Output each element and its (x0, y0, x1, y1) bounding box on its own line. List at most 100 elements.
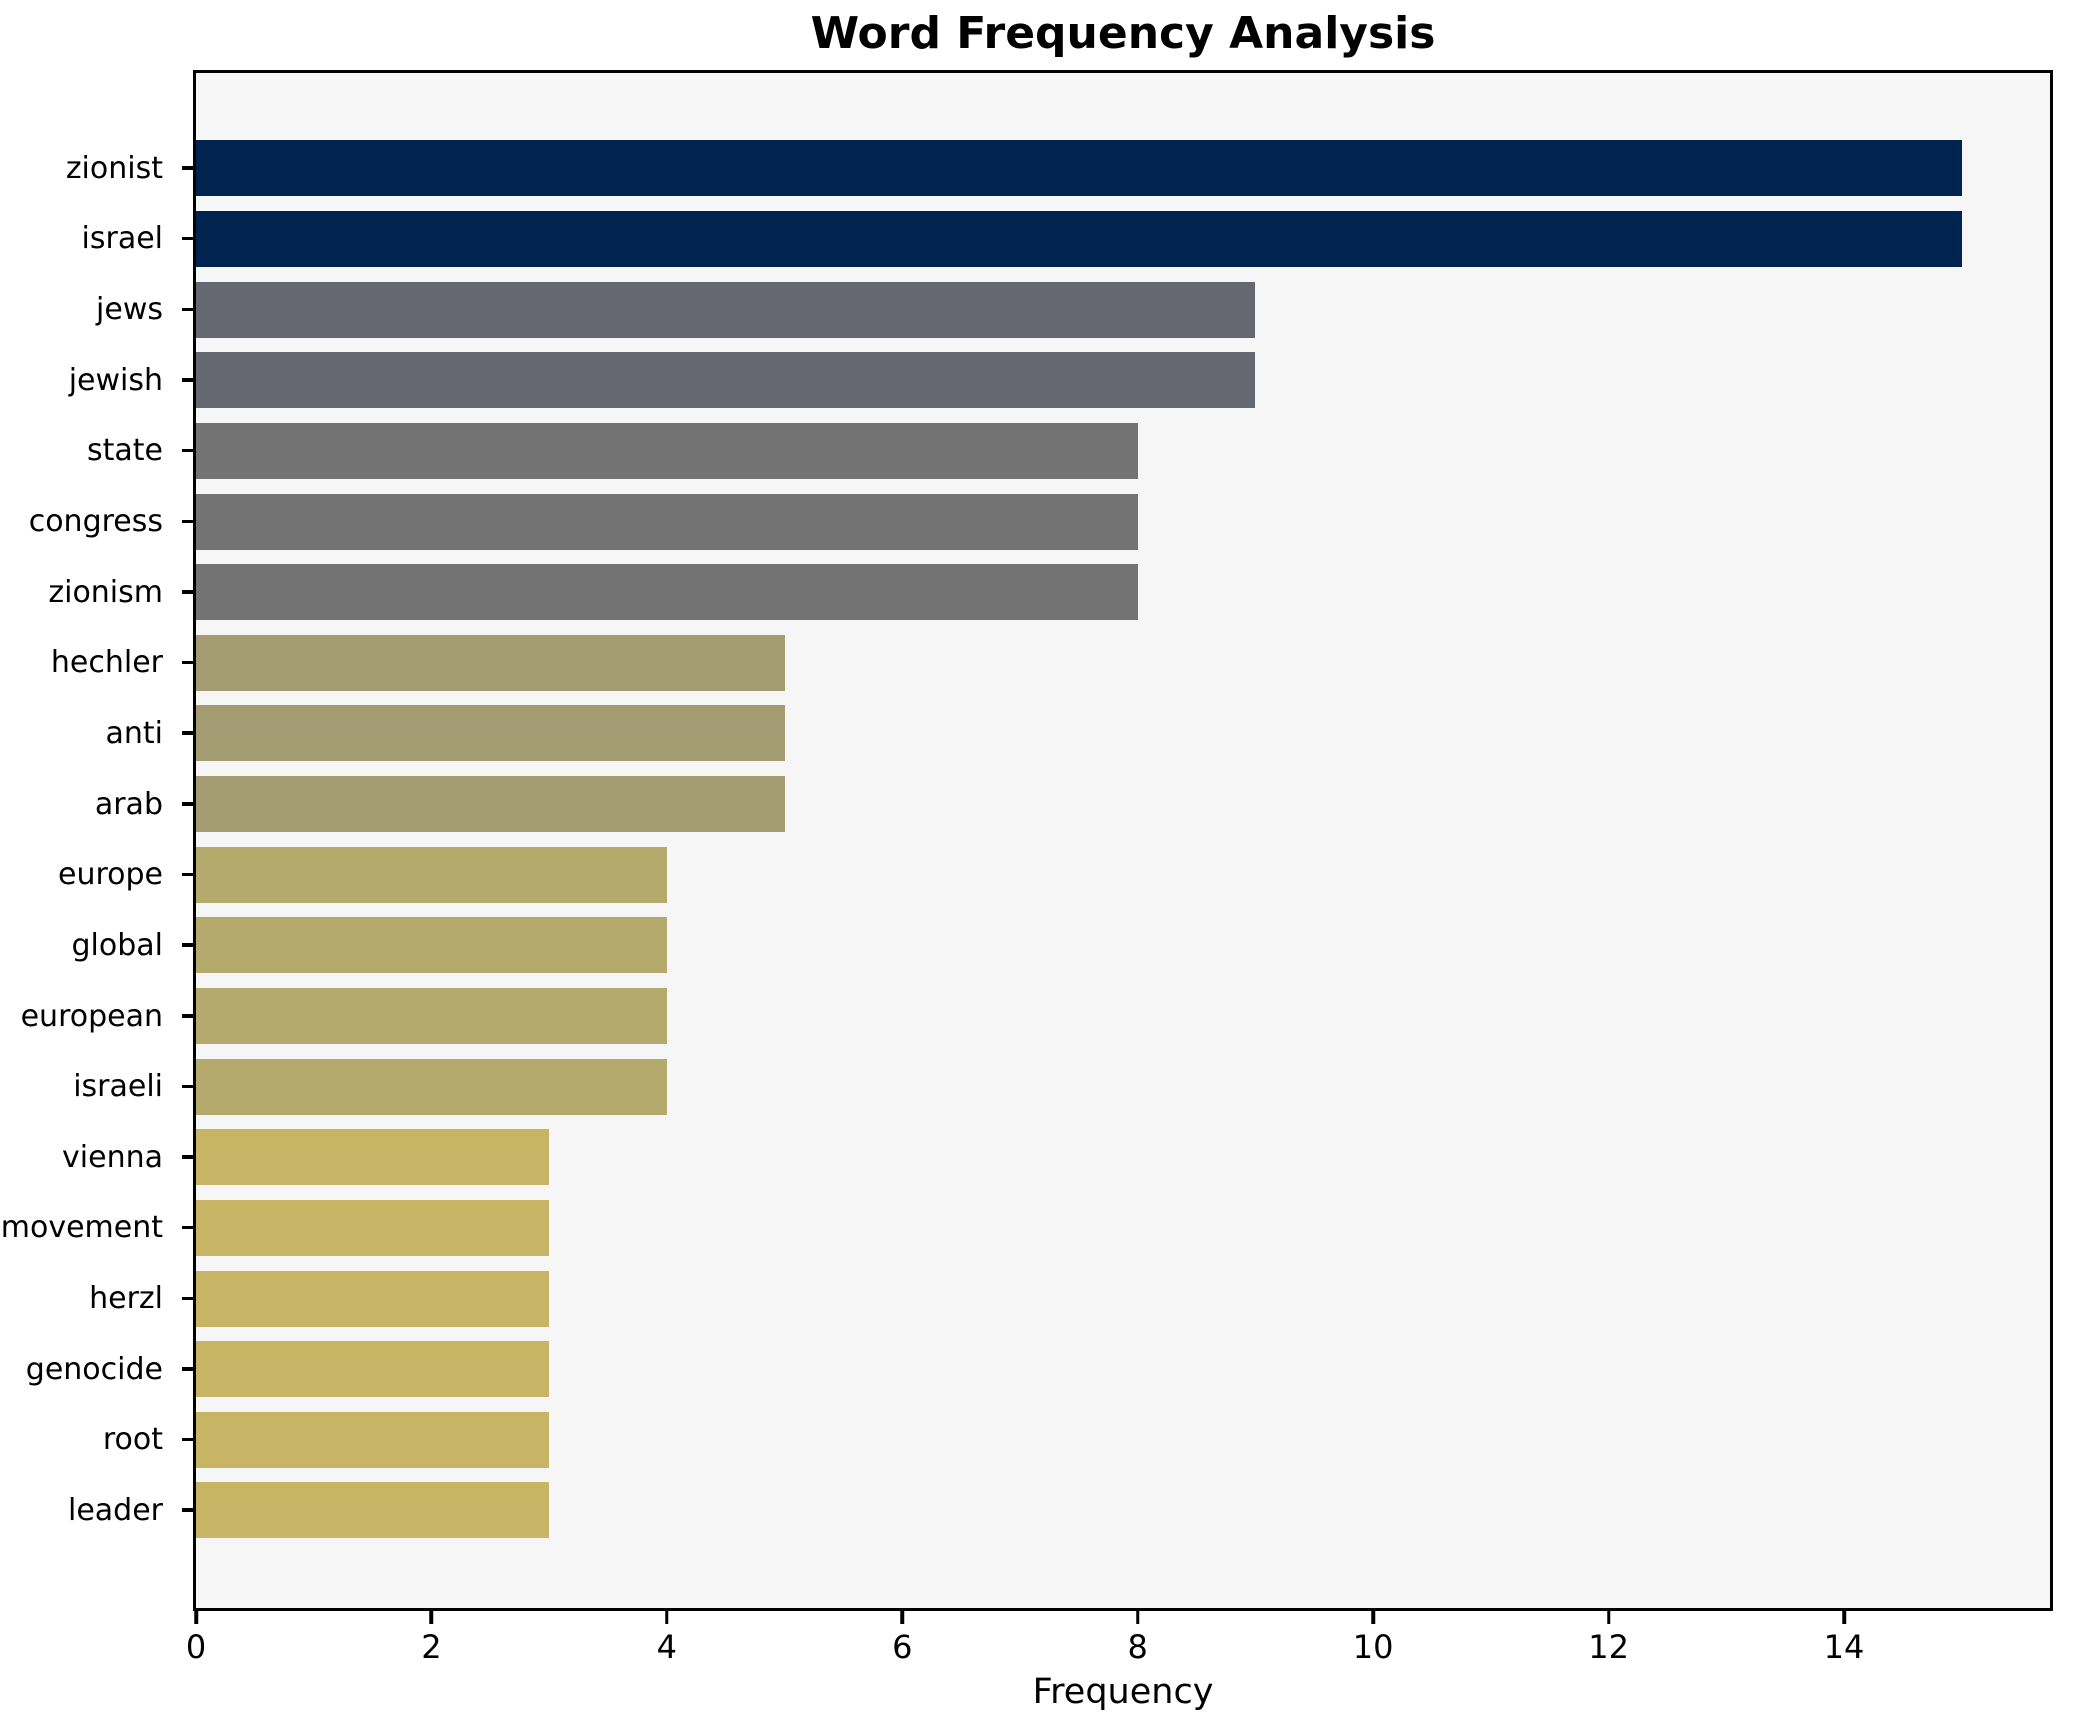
bar-leader (196, 1482, 550, 1539)
y-tick-mark (182, 448, 193, 453)
x-axis-ticks (194, 1611, 2050, 1625)
y-axis-label: european (20, 998, 163, 1034)
x-tick-mark (1135, 1611, 1140, 1624)
bar-hechler (196, 634, 785, 691)
x-tick-mark (1842, 1611, 1846, 1624)
y-tick-mark (182, 1155, 193, 1159)
bar-row (196, 133, 2050, 204)
y-axis-label-row: state (0, 416, 193, 487)
bar-row (196, 486, 2050, 557)
y-axis-label-row: jews (0, 274, 193, 345)
y-axis-label: hechler (50, 645, 163, 681)
y-axis-label: global (71, 927, 164, 963)
y-axis-label-row: congress (0, 486, 193, 557)
y-tick-mark (182, 660, 193, 665)
x-tick-label: 14 (1823, 1628, 1865, 1666)
y-axis-label-row: root (0, 1405, 193, 1476)
bar-jewish (196, 352, 1256, 409)
bar-row (196, 1193, 2050, 1264)
y-axis-label: arab (94, 786, 163, 822)
y-axis-label: movement (0, 1210, 163, 1246)
x-axis-title: Frequency (1032, 1672, 1214, 1712)
x-tick-mark (900, 1611, 905, 1624)
y-axis-label: zionism (48, 574, 163, 610)
y-axis-label: state (87, 433, 163, 469)
x-tick-label: 6 (892, 1628, 913, 1666)
bar-congress (196, 493, 1138, 550)
x-tick-label: 12 (1588, 1628, 1629, 1666)
x-tick-mark (665, 1611, 669, 1624)
y-tick-mark (182, 1508, 193, 1512)
bar-movement (196, 1199, 550, 1256)
y-axis-label-row: movement (0, 1193, 193, 1264)
y-tick-mark (182, 1014, 193, 1018)
y-axis-label-row: anti (0, 698, 193, 769)
x-tick-mark (429, 1611, 434, 1624)
bar-row (196, 1051, 2050, 1122)
y-tick-mark (182, 943, 193, 947)
bar-row (196, 1334, 2050, 1405)
y-axis-label-row: hechler (0, 627, 193, 698)
bar-row (196, 274, 2050, 345)
bar-zionist (196, 140, 1962, 197)
y-axis-label-row: zionism (0, 557, 193, 628)
x-tick-label: 8 (1127, 1628, 1148, 1666)
bar-row (196, 910, 2050, 981)
y-axis-label: root (102, 1422, 163, 1458)
bar-row (196, 1475, 2050, 1546)
x-tick-label: 0 (185, 1628, 207, 1666)
bar-row (196, 769, 2050, 840)
bar-genocide (196, 1341, 550, 1398)
y-tick-mark (182, 378, 193, 382)
bar-european (196, 988, 667, 1044)
y-axis-label: zionist (65, 150, 163, 186)
bar-arab (196, 776, 785, 833)
y-axis-label-row: arab (0, 769, 193, 840)
y-tick-mark (182, 1367, 193, 1371)
y-axis-label: vienna (62, 1139, 163, 1175)
y-axis-label-row: israel (0, 204, 193, 275)
bar-row (196, 839, 2050, 910)
bar-row (196, 557, 2050, 628)
y-tick-mark (182, 590, 193, 594)
bar-vienna (196, 1129, 550, 1186)
x-tick-label: 4 (656, 1628, 678, 1666)
y-tick-mark (182, 166, 193, 170)
bar-europe (196, 846, 667, 903)
y-axis-label: leader (67, 1492, 163, 1528)
bar-row (196, 981, 2050, 1052)
x-axis-tick-labels: 0 2 4 6 8 10 12 14 (186, 1628, 2050, 1670)
bar-state (196, 422, 1138, 479)
bar-row (196, 1122, 2050, 1193)
y-tick-mark (182, 1225, 193, 1230)
bar-root (196, 1411, 550, 1468)
bar-israeli (196, 1058, 667, 1115)
x-tick-mark (194, 1611, 198, 1624)
bar-global (196, 917, 667, 974)
y-axis-label: israel (81, 221, 163, 257)
bar-row (196, 416, 2050, 487)
y-axis-label-row: genocide (0, 1334, 193, 1405)
x-tick-label: 2 (421, 1628, 442, 1666)
y-tick-mark (182, 1084, 193, 1089)
bar-row (196, 627, 2050, 698)
bar-jews (196, 281, 1256, 338)
bars-container (196, 73, 2050, 1608)
y-tick-mark (182, 1437, 193, 1442)
y-axis-label-row: jewish (0, 345, 193, 416)
y-tick-mark (182, 519, 193, 524)
y-axis-label: europe (58, 857, 163, 893)
bar-row (196, 698, 2050, 769)
x-tick-mark (1371, 1611, 1375, 1624)
y-tick-mark (182, 731, 193, 735)
x-tick-label: 10 (1352, 1628, 1394, 1666)
y-axis-label-row: herzl (0, 1263, 193, 1334)
y-axis-label: congress (28, 504, 163, 540)
bar-israel (196, 210, 1962, 267)
bar-zionism (196, 564, 1138, 621)
y-tick-mark (182, 1296, 193, 1301)
bar-row (196, 345, 2050, 416)
y-axis-label: herzl (89, 1281, 163, 1317)
y-axis-label-row: zionist (0, 133, 193, 204)
